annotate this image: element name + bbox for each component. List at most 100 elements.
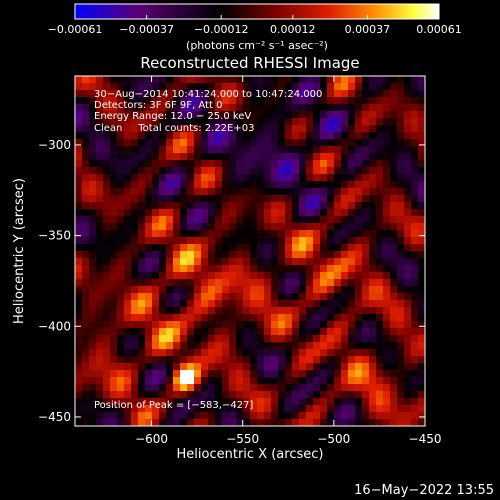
heatmap-cell [96,111,104,119]
heatmap-cell [313,398,321,406]
heatmap-cell [110,188,118,196]
heatmap-cell [110,209,118,217]
heatmap-cell [306,244,314,252]
heatmap-cell [334,237,342,245]
heatmap-cell [257,335,265,343]
heatmap-cell [376,174,384,182]
heatmap-cell [243,279,251,287]
heatmap-cell [194,342,202,350]
heatmap-cell [313,300,321,308]
heatmap-cell [96,223,104,231]
heatmap-cell [110,139,118,147]
heatmap-cell [362,300,370,308]
heatmap-cell [201,132,209,140]
heatmap-cell [341,258,349,266]
heatmap-cell [152,160,160,168]
heatmap-cell [110,384,118,392]
heatmap-cell [173,174,181,182]
heatmap-cell [390,132,398,140]
heatmap-cell [278,293,286,301]
heatmap-cell [103,188,111,196]
heatmap-cell [341,293,349,301]
heatmap-cell [306,265,314,273]
heatmap-cell [327,328,335,336]
heatmap-cell [159,237,167,245]
heatmap-cell [278,118,286,126]
heatmap-cell [390,230,398,238]
heatmap-cell [278,286,286,294]
heatmap-cell [166,307,174,315]
heatmap-cell [306,160,314,168]
heatmap-cell [124,258,132,266]
heatmap-cell [299,384,307,392]
heatmap-cell [404,293,412,301]
heatmap-cell [75,293,83,301]
heatmap-cell [152,293,160,301]
heatmap-cell [82,328,90,336]
heatmap-cell [110,244,118,252]
heatmap-cell [313,286,321,294]
heatmap-cell [131,167,139,175]
heatmap-cell [369,195,377,203]
heatmap-cell [264,146,272,154]
heatmap-cell [180,83,188,91]
heatmap-cell [313,230,321,238]
heatmap-cell [96,272,104,280]
heatmap-cell [180,398,188,406]
heatmap-cell [306,209,314,217]
heatmap-cell [222,335,230,343]
heatmap-cell [418,321,426,329]
heatmap-cell [89,370,97,378]
heatmap-cell [306,258,314,266]
heatmap-cell [369,370,377,378]
heatmap-cell [166,384,174,392]
heatmap-cell [138,363,146,371]
heatmap-cell [327,146,335,154]
heatmap-cell [418,146,426,154]
heatmap-cell [264,258,272,266]
heatmap-cell [138,104,146,112]
heatmap-cell [397,293,405,301]
heatmap-cell [89,405,97,413]
heatmap-cell [418,293,426,301]
heatmap-cell [201,328,209,336]
heatmap-cell [124,412,132,420]
heatmap-cell [131,279,139,287]
heatmap-cell [376,384,384,392]
heatmap-cell [229,356,237,364]
heatmap-cell [110,104,118,112]
heatmap-cell [327,419,335,427]
heatmap-cell [145,279,153,287]
heatmap-cell [222,356,230,364]
colorbar-tick-label: 0.00012 [270,23,316,36]
heatmap-cell [292,83,300,91]
heatmap-cell [390,153,398,161]
heatmap-cell [124,104,132,112]
heatmap-cell [75,244,83,252]
heatmap-cell [327,398,335,406]
heatmap-cell [124,83,132,91]
heatmap-cell [341,370,349,378]
heatmap-cell [341,405,349,413]
heatmap-cell [229,202,237,210]
heatmap-cell [222,174,230,182]
heatmap-cell [229,90,237,98]
heatmap-cell [250,139,258,147]
heatmap-cell [229,125,237,133]
heatmap-cell [89,83,97,91]
heatmap-cell [82,139,90,147]
heatmap-cell [418,139,426,147]
heatmap-cell [264,405,272,413]
heatmap-cell [355,321,363,329]
heatmap-cell [145,167,153,175]
heatmap-cell [320,237,328,245]
heatmap-cell [313,307,321,315]
heatmap-cell [222,237,230,245]
heatmap-cell [145,349,153,357]
heatmap-cell [229,223,237,231]
heatmap-cell [229,405,237,413]
heatmap-cell [187,412,195,420]
heatmap-cell [313,146,321,154]
heatmap-cell [236,356,244,364]
heatmap-cell [124,223,132,231]
